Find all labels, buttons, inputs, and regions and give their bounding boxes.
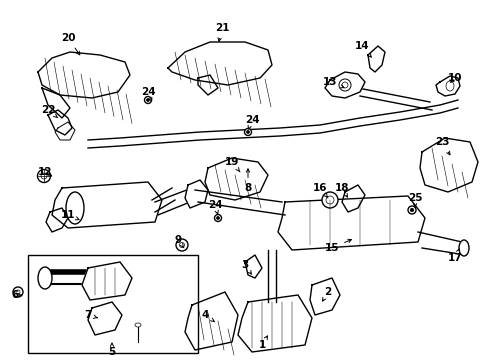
Ellipse shape: [408, 206, 416, 214]
Text: 22: 22: [41, 105, 58, 118]
Text: 5: 5: [108, 343, 116, 357]
Text: 13: 13: [323, 77, 344, 88]
Text: 24: 24: [141, 87, 155, 101]
Polygon shape: [42, 88, 70, 118]
Polygon shape: [278, 196, 425, 250]
Text: 11: 11: [61, 210, 79, 220]
Text: 10: 10: [448, 73, 462, 83]
Polygon shape: [420, 138, 478, 192]
Text: 9: 9: [174, 235, 184, 248]
Polygon shape: [436, 76, 460, 96]
Text: 21: 21: [215, 23, 229, 41]
Polygon shape: [88, 302, 122, 335]
Text: 7: 7: [84, 310, 98, 320]
Text: 15: 15: [325, 239, 351, 253]
Text: 14: 14: [355, 41, 371, 57]
Ellipse shape: [342, 82, 348, 88]
Polygon shape: [38, 52, 130, 98]
Ellipse shape: [16, 290, 20, 294]
Ellipse shape: [147, 99, 149, 102]
Polygon shape: [325, 72, 365, 98]
Text: 18: 18: [335, 183, 349, 197]
Text: 25: 25: [408, 193, 422, 207]
Ellipse shape: [13, 287, 23, 297]
Polygon shape: [82, 262, 132, 300]
Text: 12: 12: [38, 167, 52, 177]
Ellipse shape: [38, 267, 52, 289]
Text: 4: 4: [201, 310, 214, 321]
Ellipse shape: [215, 215, 221, 221]
Text: 6: 6: [11, 290, 22, 300]
Polygon shape: [245, 255, 262, 278]
Ellipse shape: [459, 240, 469, 256]
Ellipse shape: [246, 131, 249, 134]
Text: 1: 1: [258, 336, 268, 350]
Polygon shape: [55, 122, 75, 140]
Polygon shape: [168, 42, 272, 85]
Polygon shape: [310, 278, 340, 315]
Polygon shape: [198, 75, 218, 95]
Text: 19: 19: [225, 157, 240, 172]
Ellipse shape: [41, 173, 47, 179]
Ellipse shape: [145, 96, 151, 104]
Bar: [28, 255, 198, 353]
Polygon shape: [46, 208, 68, 232]
Ellipse shape: [326, 196, 334, 204]
Ellipse shape: [446, 81, 454, 91]
Ellipse shape: [322, 192, 338, 208]
Text: 23: 23: [435, 137, 450, 155]
Text: 8: 8: [245, 169, 252, 193]
Ellipse shape: [245, 129, 251, 135]
Polygon shape: [205, 158, 268, 200]
Polygon shape: [52, 182, 162, 228]
Ellipse shape: [135, 323, 141, 327]
Ellipse shape: [339, 79, 351, 91]
Text: 3: 3: [242, 260, 251, 274]
Ellipse shape: [38, 170, 50, 183]
Polygon shape: [185, 292, 238, 350]
Ellipse shape: [217, 216, 220, 220]
Ellipse shape: [410, 208, 414, 212]
Text: 16: 16: [313, 183, 328, 198]
Text: 24: 24: [245, 115, 259, 129]
Ellipse shape: [179, 243, 185, 248]
Polygon shape: [368, 46, 385, 72]
Text: 2: 2: [322, 287, 332, 301]
Text: 20: 20: [61, 33, 80, 55]
Text: 17: 17: [448, 249, 462, 263]
Polygon shape: [238, 295, 312, 352]
Polygon shape: [185, 180, 208, 208]
Polygon shape: [48, 110, 72, 135]
Ellipse shape: [66, 192, 84, 224]
Polygon shape: [342, 185, 365, 212]
Ellipse shape: [176, 239, 188, 251]
Text: 24: 24: [208, 200, 222, 214]
